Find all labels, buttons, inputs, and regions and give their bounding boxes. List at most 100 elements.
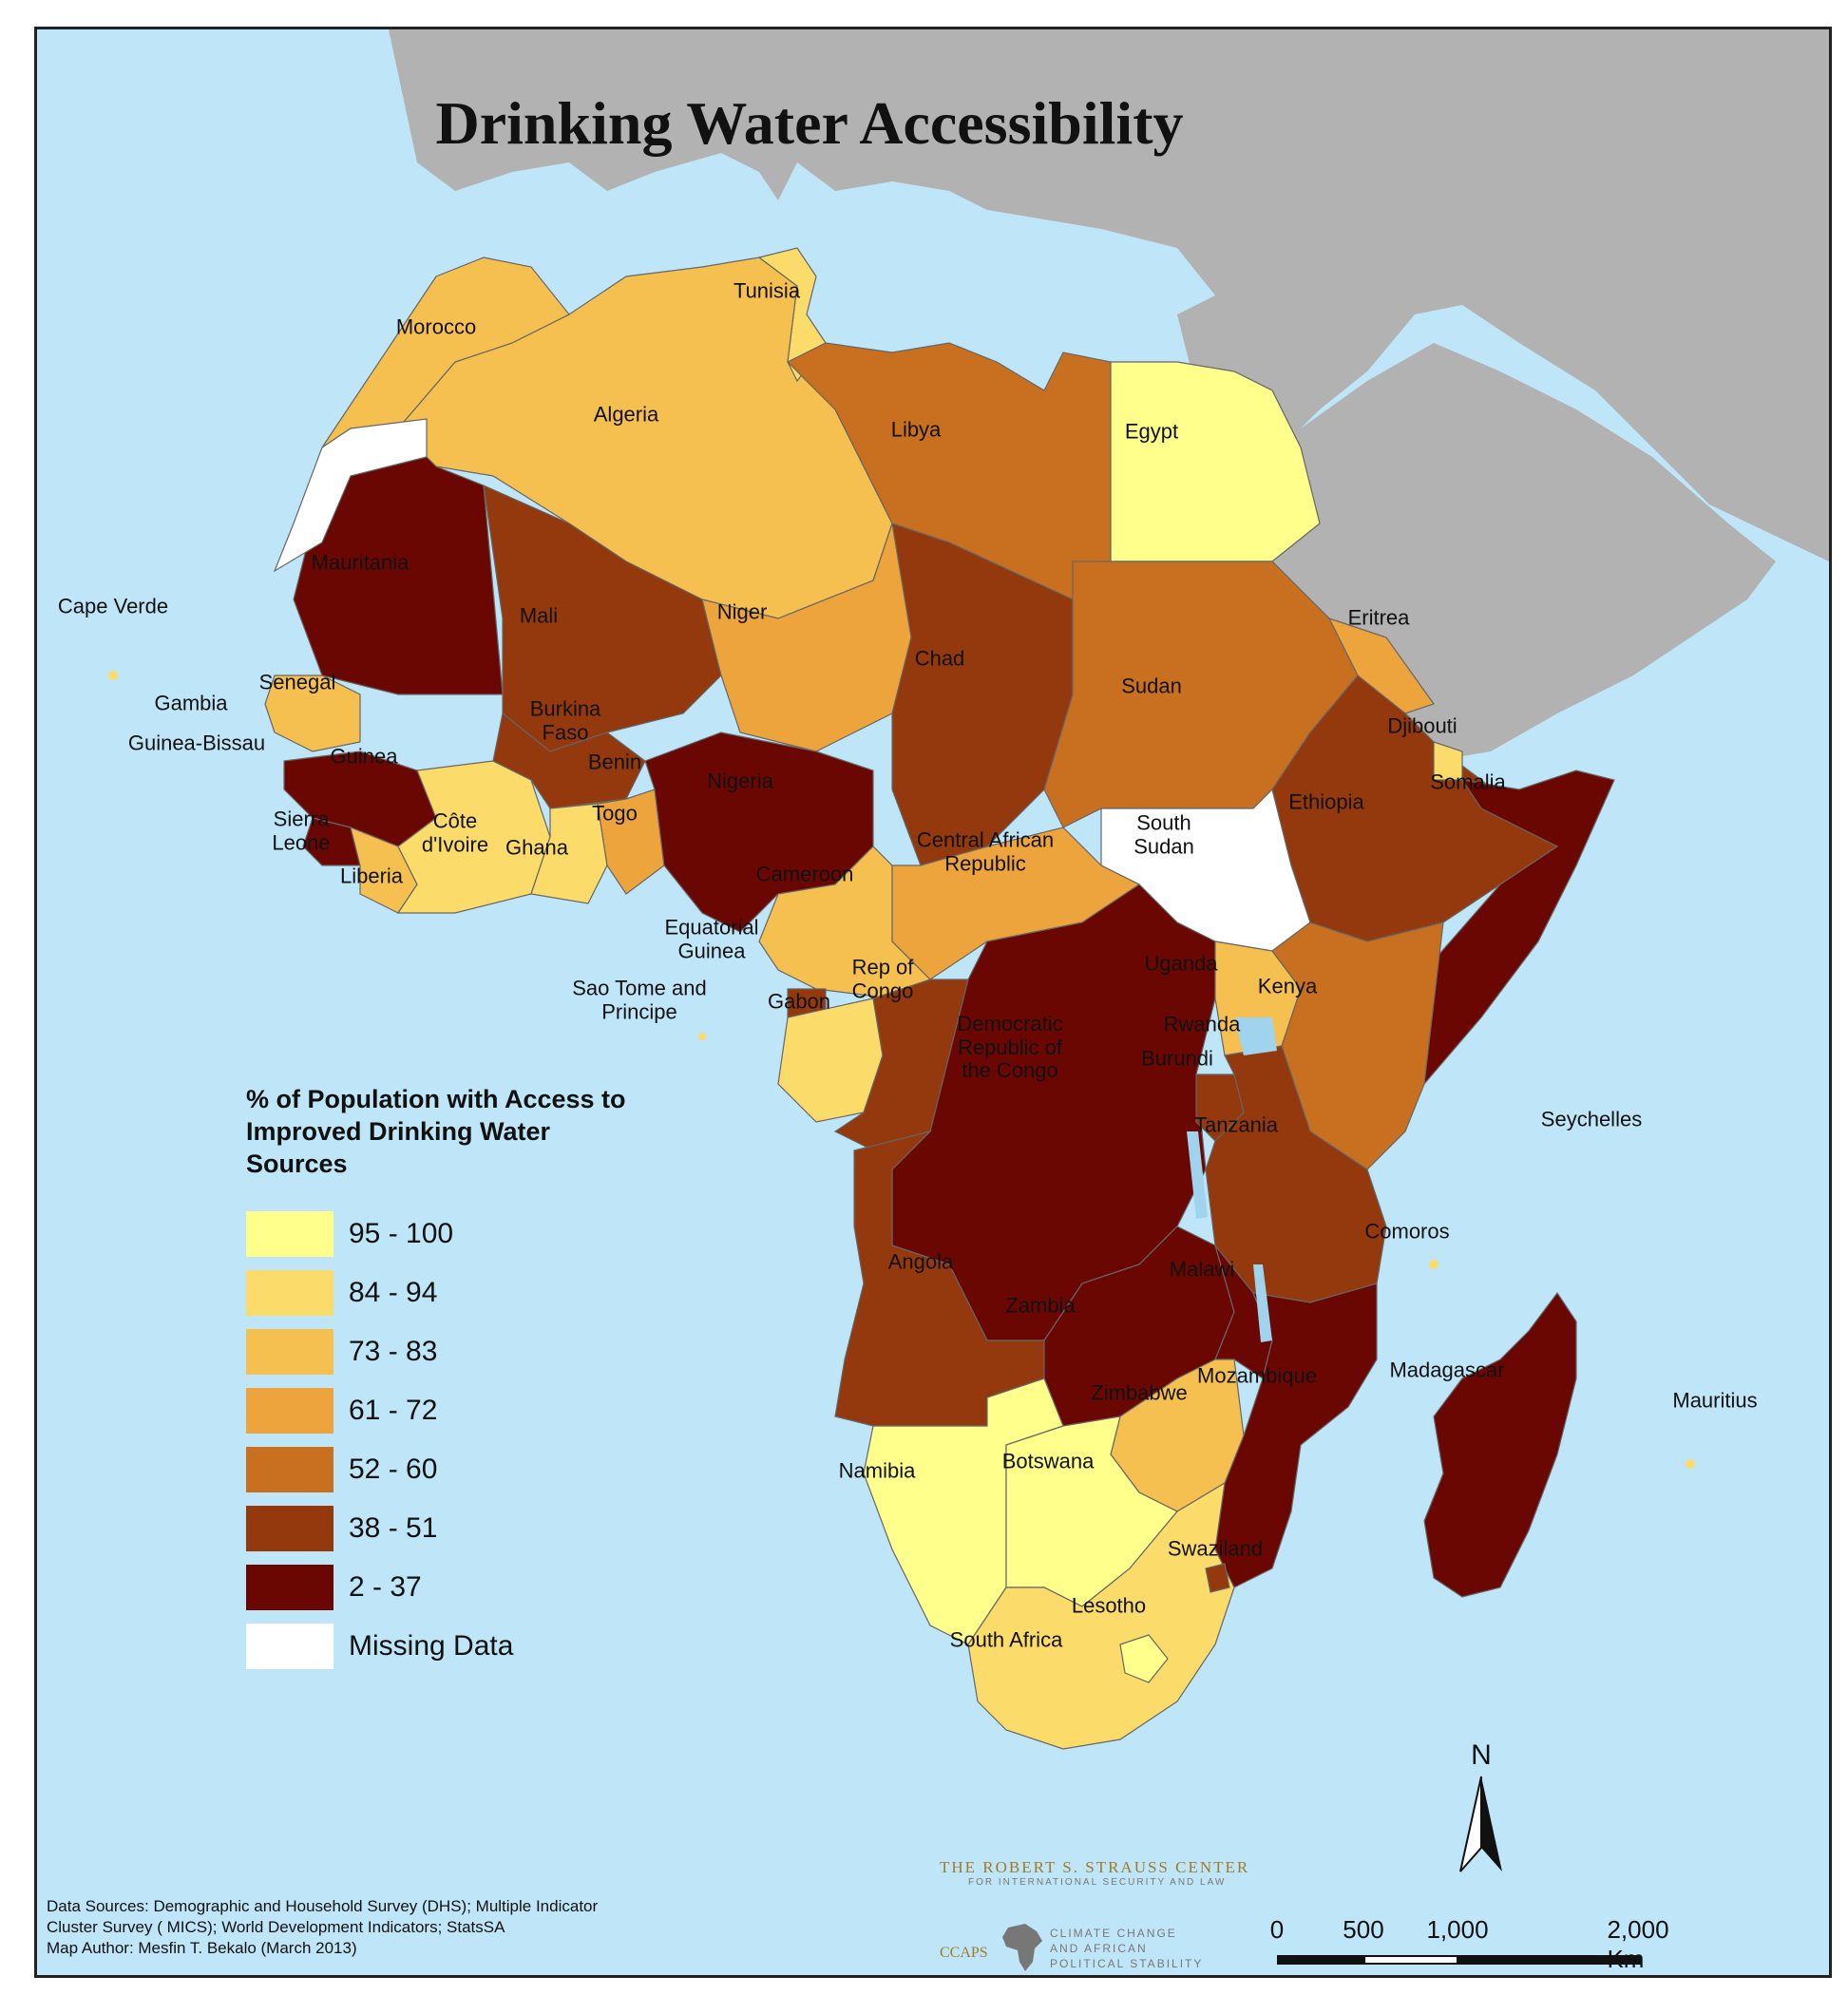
legend-label: 95 - 100 [349, 1218, 454, 1250]
legend-swatch [246, 1447, 333, 1493]
label-lesotho: Lesotho [1071, 1593, 1147, 1618]
legend-swatch [246, 1506, 333, 1552]
legend-item: 84 - 94 [246, 1264, 645, 1322]
label-senegal: Senegal [258, 670, 336, 694]
data-sources: Data Sources: Demographic and Household … [47, 1896, 598, 1959]
legend-swatch [246, 1624, 333, 1670]
label-tanzania: Tanzania [1193, 1112, 1279, 1137]
north-letter: N [1471, 1739, 1492, 1771]
island-mauritius [1686, 1459, 1695, 1469]
lake-tanganyika [1187, 1131, 1208, 1219]
ccaps-line: AND AFRICAN [1050, 1942, 1148, 1956]
europe-landmass [389, 29, 1829, 561]
region-madagascar [1423, 1291, 1577, 1598]
legend: % of Population with Access to Improved … [246, 1084, 645, 1676]
label-ghana: Ghana [505, 835, 569, 860]
label-tunisia: Tunisia [733, 278, 801, 303]
label-kenya: Kenya [1257, 974, 1318, 998]
label-morocco: Morocco [395, 314, 477, 339]
label-mauritania: Mauritania [311, 550, 410, 575]
label-uganda: Uganda [1144, 951, 1218, 976]
region-morocco [321, 256, 570, 448]
legend-swatch [246, 1329, 333, 1376]
label-botswana: Botswana [1001, 1449, 1095, 1473]
region-sierra-leone [302, 817, 361, 866]
label-liberia: Liberia [339, 864, 404, 888]
label-seychelles: Seychelles [1540, 1107, 1643, 1131]
region-lesotho [1119, 1634, 1169, 1683]
label-chad: Chad [914, 646, 965, 671]
label-namibia: Namibia [838, 1458, 916, 1483]
strauss-center-credit: THE ROBERT S. STRAUSS CENTER FOR INTERNA… [940, 1858, 1249, 1888]
legend-item: 2 - 37 [246, 1558, 645, 1617]
label-rep-congo: Rep of Congo [851, 955, 914, 1002]
africa-map [37, 29, 1829, 1975]
label-gabon: Gabon [767, 989, 831, 1014]
label-burundi: Burundi [1141, 1046, 1213, 1071]
map-title: Drinking Water Accessibility [435, 89, 1184, 157]
legend-swatch [246, 1211, 333, 1258]
label-sudan: Sudan [1121, 674, 1182, 698]
label-drc: Democratic Republic of the Congo [957, 1012, 1063, 1083]
ccaps-abbr: CCAPS [940, 1945, 988, 1961]
label-malawi: Malawi [1169, 1257, 1235, 1282]
label-rwanda: Rwanda [1163, 1012, 1241, 1036]
legend-label: 73 - 83 [349, 1336, 438, 1368]
ccaps-text: CLIMATE CHANGE AND AFRICAN POLITICAL STA… [1050, 1926, 1203, 1972]
label-djibouti: Djibouti [1387, 713, 1457, 738]
label-car: Central African Republic [916, 827, 1055, 875]
island-cape-verde [108, 671, 118, 680]
label-niger: Niger [716, 599, 768, 624]
label-togo: Togo [592, 801, 638, 826]
label-zimbabwe: Zimbabwe [1091, 1380, 1188, 1405]
label-mali: Mali [519, 603, 559, 628]
label-burkina-faso: Burkina Faso [529, 696, 601, 744]
strauss-center-subtitle: FOR INTERNATIONAL SECURITY AND LAW [968, 1877, 1227, 1888]
label-cameroon: Cameroon [755, 862, 854, 886]
ccaps-line: POLITICAL STABILITY [1050, 1957, 1204, 1971]
label-sierra-leone: Sierra Leone [272, 807, 331, 854]
label-south-sudan: South Sudan [1134, 810, 1194, 858]
africa-logo-icon [1002, 1924, 1042, 1971]
region-mali [483, 484, 722, 752]
scale-tick-label: 1,000 [1426, 1915, 1489, 1944]
region-somalia [1404, 770, 1615, 1086]
label-mauritius: Mauritius [1672, 1388, 1758, 1413]
legend-swatch [246, 1388, 333, 1434]
scale-segment [1277, 1955, 1365, 1965]
lake-victoria [1234, 1017, 1277, 1055]
label-ethiopia: Ethiopia [1288, 789, 1364, 814]
legend-item: 52 - 60 [246, 1440, 645, 1499]
label-eritrea: Eritrea [1347, 605, 1410, 630]
legend-label: 38 - 51 [349, 1512, 438, 1545]
legend-swatch [246, 1270, 333, 1317]
label-egypt: Egypt [1124, 419, 1179, 444]
label-nigeria: Nigeria [707, 769, 773, 793]
legend-item: 38 - 51 [246, 1499, 645, 1558]
label-gambia: Gambia [154, 691, 228, 715]
label-benin: Benin [587, 750, 642, 774]
scale-tick-label: 2,000 Km [1607, 1915, 1669, 1973]
sources-line: Cluster Survey ( MICS); World Developmen… [47, 1918, 505, 1937]
north-arrow-icon [1459, 1776, 1502, 1872]
north-arrow: N [1453, 1739, 1510, 1881]
label-cote-divoire: Côte d'Ivoire [421, 808, 489, 856]
scale-tick-label: 500 [1343, 1915, 1384, 1944]
scale-tick-label: 0 [1269, 1915, 1285, 1944]
scale-segment [1363, 1955, 1458, 1965]
region-kenya [1271, 922, 1444, 1170]
region-mozambique [1214, 1282, 1378, 1588]
legend-label: 2 - 37 [349, 1571, 422, 1604]
scale-bar: 0 500 1,000 2,000 Km [1269, 1915, 1690, 1975]
lake-malawi [1253, 1264, 1272, 1342]
label-comoros: Comoros [1364, 1219, 1450, 1244]
label-guinea: Guinea [330, 744, 398, 769]
legend-item: 95 - 100 [246, 1205, 645, 1264]
legend-swatch [246, 1565, 333, 1611]
label-south-africa: South Africa [949, 1627, 1063, 1652]
island-comoros [1429, 1260, 1438, 1269]
label-mozambique: Mozambique [1197, 1363, 1317, 1388]
label-sao-tome: Sao Tome and Principe [572, 976, 707, 1023]
label-angola: Angola [887, 1249, 954, 1274]
region-western-sahara [273, 418, 428, 573]
